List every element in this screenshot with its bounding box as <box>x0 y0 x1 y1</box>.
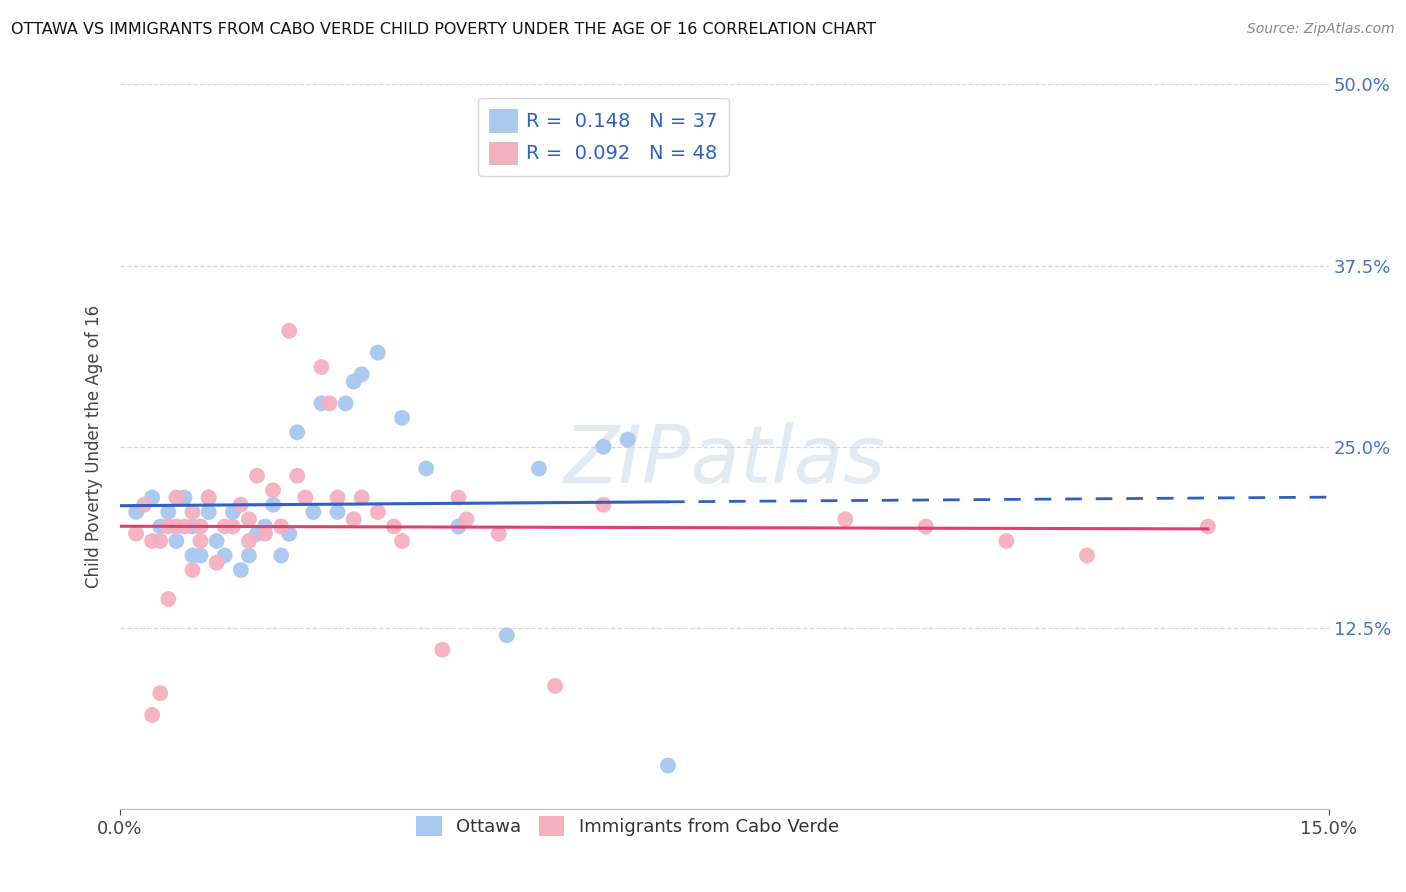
Point <box>190 534 212 549</box>
Point <box>592 498 614 512</box>
Point <box>270 549 292 563</box>
Point <box>335 396 357 410</box>
Point <box>995 534 1018 549</box>
Point <box>391 534 413 549</box>
Point <box>173 491 195 505</box>
Point <box>1076 549 1098 563</box>
Point <box>157 505 180 519</box>
Point <box>246 468 269 483</box>
Point <box>181 563 204 577</box>
Point <box>343 375 366 389</box>
Point <box>253 526 276 541</box>
Point <box>447 491 470 505</box>
Point <box>149 534 172 549</box>
Point <box>456 512 478 526</box>
Point <box>350 491 373 505</box>
Point <box>222 519 245 533</box>
Point <box>270 519 292 533</box>
Point <box>914 519 936 533</box>
Point <box>278 324 301 338</box>
Point <box>238 512 260 526</box>
Point <box>181 505 204 519</box>
Point <box>488 526 510 541</box>
Point <box>141 491 163 505</box>
Point <box>157 519 180 533</box>
Point <box>262 483 284 498</box>
Point <box>415 461 437 475</box>
Point <box>302 505 325 519</box>
Point <box>149 519 172 533</box>
Point <box>190 519 212 533</box>
Point <box>432 642 454 657</box>
Point <box>190 549 212 563</box>
Point <box>125 505 148 519</box>
Point <box>222 505 245 519</box>
Text: Source: ZipAtlas.com: Source: ZipAtlas.com <box>1247 22 1395 37</box>
Point <box>197 505 219 519</box>
Point <box>165 534 187 549</box>
Point <box>205 534 228 549</box>
Point <box>592 440 614 454</box>
Point <box>173 519 195 533</box>
Point <box>197 491 219 505</box>
Point <box>495 628 517 642</box>
Point <box>149 686 172 700</box>
Point <box>311 396 333 410</box>
Point <box>527 461 550 475</box>
Point <box>165 519 187 533</box>
Point <box>229 563 252 577</box>
Point <box>214 519 236 533</box>
Y-axis label: Child Poverty Under the Age of 16: Child Poverty Under the Age of 16 <box>86 305 103 589</box>
Point <box>343 512 366 526</box>
Point <box>238 534 260 549</box>
Point <box>285 468 308 483</box>
Point <box>285 425 308 440</box>
Point <box>294 491 316 505</box>
Point <box>229 498 252 512</box>
Point <box>181 549 204 563</box>
Point <box>214 549 236 563</box>
Point <box>205 556 228 570</box>
Point <box>367 505 389 519</box>
Point <box>326 505 349 519</box>
Point <box>382 519 405 533</box>
Point <box>350 368 373 382</box>
Legend: Ottawa, Immigrants from Cabo Verde: Ottawa, Immigrants from Cabo Verde <box>409 808 846 844</box>
Point <box>1197 519 1219 533</box>
Point <box>246 526 269 541</box>
Point <box>278 526 301 541</box>
Point <box>141 534 163 549</box>
Point <box>391 410 413 425</box>
Point <box>616 433 638 447</box>
Point <box>134 498 156 512</box>
Point <box>157 591 180 606</box>
Point <box>125 526 148 541</box>
Point <box>326 491 349 505</box>
Point <box>165 491 187 505</box>
Point <box>262 498 284 512</box>
Point <box>238 549 260 563</box>
Text: ZIPatlas: ZIPatlas <box>564 422 886 500</box>
Point <box>447 519 470 533</box>
Point <box>141 707 163 722</box>
Point <box>657 758 679 772</box>
Point <box>318 396 340 410</box>
Point <box>544 679 567 693</box>
Point <box>253 519 276 533</box>
Point <box>834 512 856 526</box>
Text: OTTAWA VS IMMIGRANTS FROM CABO VERDE CHILD POVERTY UNDER THE AGE OF 16 CORRELATI: OTTAWA VS IMMIGRANTS FROM CABO VERDE CHI… <box>11 22 876 37</box>
Point <box>367 345 389 359</box>
Point <box>181 519 204 533</box>
Point <box>311 360 333 375</box>
Point <box>197 491 219 505</box>
